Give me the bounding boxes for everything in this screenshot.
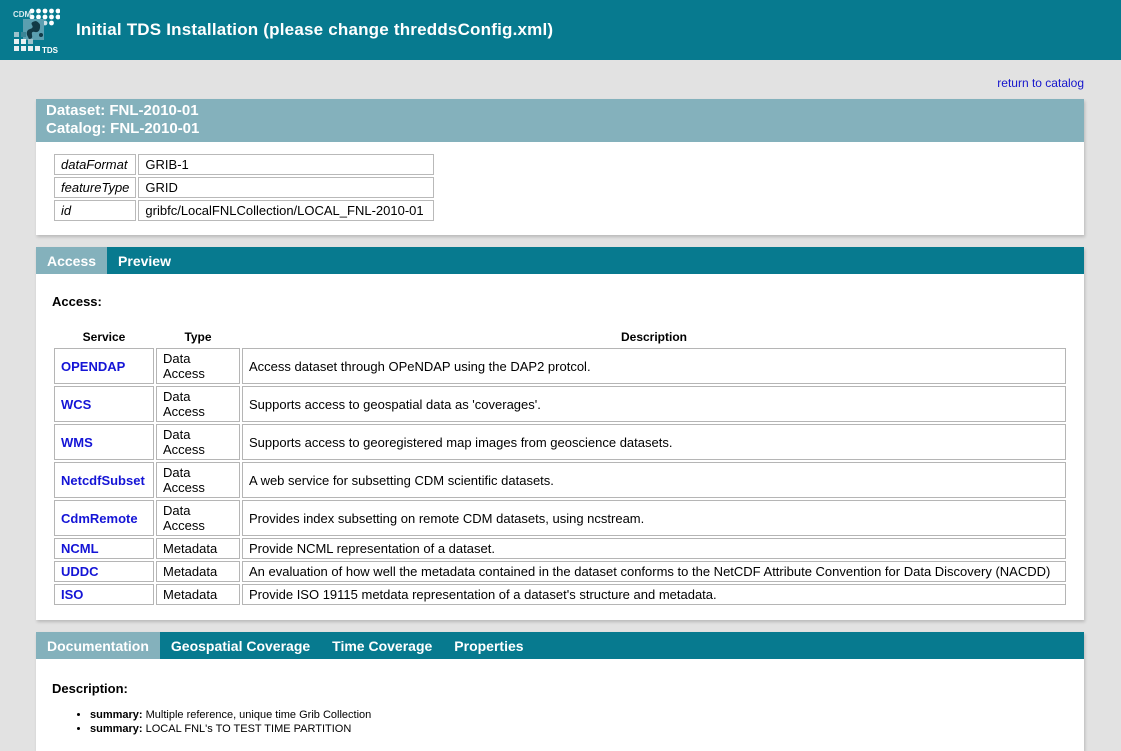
tab-documentation[interactable]: Documentation bbox=[36, 632, 160, 659]
service-type: Metadata bbox=[156, 584, 240, 605]
summary-label: summary: bbox=[90, 709, 143, 721]
catalog-name: Catalog: FNL-2010-01 bbox=[46, 120, 200, 137]
service-description: Supports access to georegistered map ima… bbox=[242, 424, 1066, 460]
service-type: Data Access bbox=[156, 348, 240, 384]
summary-text: LOCAL FNL's TO TEST TIME PARTITION bbox=[142, 723, 352, 735]
table-row: WCS Data Access Supports access to geosp… bbox=[54, 386, 1066, 422]
page-title: Initial TDS Installation (please change … bbox=[76, 20, 554, 39]
summary-label: summary: bbox=[90, 723, 143, 735]
dataset-card: Dataset: FNL-2010-01 Catalog: FNL-2010-0… bbox=[36, 99, 1084, 235]
tab-properties[interactable]: Properties bbox=[454, 637, 524, 654]
description-heading: Description: bbox=[52, 681, 128, 696]
metadata-key: id bbox=[54, 200, 137, 221]
dataset-banner: Dataset: FNL-2010-01 Catalog: FNL-2010-0… bbox=[36, 99, 1084, 142]
col-header-type: Type bbox=[184, 330, 212, 344]
service-link-ncml[interactable]: NCML bbox=[61, 541, 99, 556]
col-header-service: Service bbox=[82, 330, 126, 344]
tab-time-coverage[interactable]: Time Coverage bbox=[332, 637, 433, 654]
svg-text:CDM: CDM bbox=[13, 10, 32, 19]
documentation-panel: Description: summary: Multiple reference… bbox=[36, 659, 1084, 751]
access-heading: Access: bbox=[52, 294, 102, 309]
link-row: return to catalog bbox=[36, 60, 1084, 90]
service-description: Access dataset through OPeNDAP using the… bbox=[242, 348, 1066, 384]
service-type: Data Access bbox=[156, 386, 240, 422]
service-type: Data Access bbox=[156, 462, 240, 498]
tab-geospatial-coverage[interactable]: Geospatial Coverage bbox=[170, 637, 311, 654]
service-link-netcdfsubset[interactable]: NetcdfSubset bbox=[61, 472, 145, 488]
service-description: Supports access to geospatial data as 'c… bbox=[242, 386, 1066, 422]
service-type: Metadata bbox=[156, 538, 240, 559]
app-header: CDM TDS Initial TDS Installation (please… bbox=[0, 0, 1121, 60]
service-type: Data Access bbox=[156, 500, 240, 536]
table-row: featureType GRID bbox=[54, 177, 435, 198]
doc-tabbar: Documentation Geospatial Coverage Time C… bbox=[36, 632, 1084, 659]
table-header-row: Service Type Description bbox=[54, 330, 1066, 346]
summary-text: Multiple reference, unique time Grib Col… bbox=[142, 709, 372, 721]
access-panel: Access: Service Type Description OPENDAP… bbox=[36, 274, 1084, 620]
tab-access[interactable]: Access bbox=[36, 247, 108, 274]
list-item: summary: LOCAL FNL's TO TEST TIME PARTIT… bbox=[90, 723, 1068, 735]
service-description: A web service for subsetting CDM scienti… bbox=[242, 462, 1066, 498]
service-description: An evaluation of how well the metadata c… bbox=[242, 561, 1066, 582]
access-tabbar: Access Preview bbox=[36, 247, 1084, 274]
service-type: Metadata bbox=[156, 561, 240, 582]
metadata-value: gribfc/LocalFNLCollection/LOCAL_FNL-2010… bbox=[138, 200, 435, 221]
table-row: OPENDAP Data Access Access dataset throu… bbox=[54, 348, 1066, 384]
metadata-table: dataFormat GRIB-1 featureType GRID id gr… bbox=[52, 152, 436, 223]
service-link-wms[interactable]: WMS bbox=[61, 434, 93, 450]
access-table: Service Type Description OPENDAP Data Ac… bbox=[52, 328, 1068, 607]
table-row: NetcdfSubset Data Access A web service f… bbox=[54, 462, 1066, 498]
metadata-key: featureType bbox=[54, 177, 137, 198]
table-row: id gribfc/LocalFNLCollection/LOCAL_FNL-2… bbox=[54, 200, 435, 221]
table-row: CdmRemote Data Access Provides index sub… bbox=[54, 500, 1066, 536]
list-item: summary: Multiple reference, unique time… bbox=[90, 709, 1068, 721]
documentation-card: Documentation Geospatial Coverage Time C… bbox=[36, 632, 1084, 751]
service-link-wcs[interactable]: WCS bbox=[61, 396, 92, 412]
service-description: Provide NCML representation of a dataset… bbox=[242, 538, 1066, 559]
dataset-name: Dataset: FNL-2010-01 bbox=[46, 102, 199, 119]
metadata-value: GRIB-1 bbox=[138, 154, 435, 175]
table-row: UDDC Metadata An evaluation of how well … bbox=[54, 561, 1066, 582]
svg-text:TDS: TDS bbox=[42, 46, 59, 54]
summary-list: summary: Multiple reference, unique time… bbox=[75, 709, 1068, 735]
table-row: WMS Data Access Supports access to geore… bbox=[54, 424, 1066, 460]
metadata-value: GRID bbox=[138, 177, 435, 198]
table-row: NCML Metadata Provide NCML representatio… bbox=[54, 538, 1066, 559]
service-link-uddc[interactable]: UDDC bbox=[61, 564, 99, 579]
tds-logo-icon: CDM TDS bbox=[13, 8, 60, 54]
col-header-description: Description bbox=[620, 330, 687, 344]
service-type: Data Access bbox=[156, 424, 240, 460]
tab-preview[interactable]: Preview bbox=[118, 252, 171, 269]
table-row: ISO Metadata Provide ISO 19115 metdata r… bbox=[54, 584, 1066, 605]
metadata-key: dataFormat bbox=[54, 154, 137, 175]
service-link-iso[interactable]: ISO bbox=[61, 587, 84, 602]
service-description: Provide ISO 19115 metdata representation… bbox=[242, 584, 1066, 605]
metadata-panel: dataFormat GRIB-1 featureType GRID id gr… bbox=[36, 142, 1084, 235]
service-link-opendap[interactable]: OPENDAP bbox=[61, 358, 126, 374]
table-row: dataFormat GRIB-1 bbox=[54, 154, 435, 175]
access-card: Access Preview Access: Service Type Desc… bbox=[36, 247, 1084, 620]
service-link-cdmremote[interactable]: CdmRemote bbox=[61, 510, 138, 526]
return-to-catalog-link[interactable]: return to catalog bbox=[997, 76, 1084, 90]
service-description: Provides index subsetting on remote CDM … bbox=[242, 500, 1066, 536]
